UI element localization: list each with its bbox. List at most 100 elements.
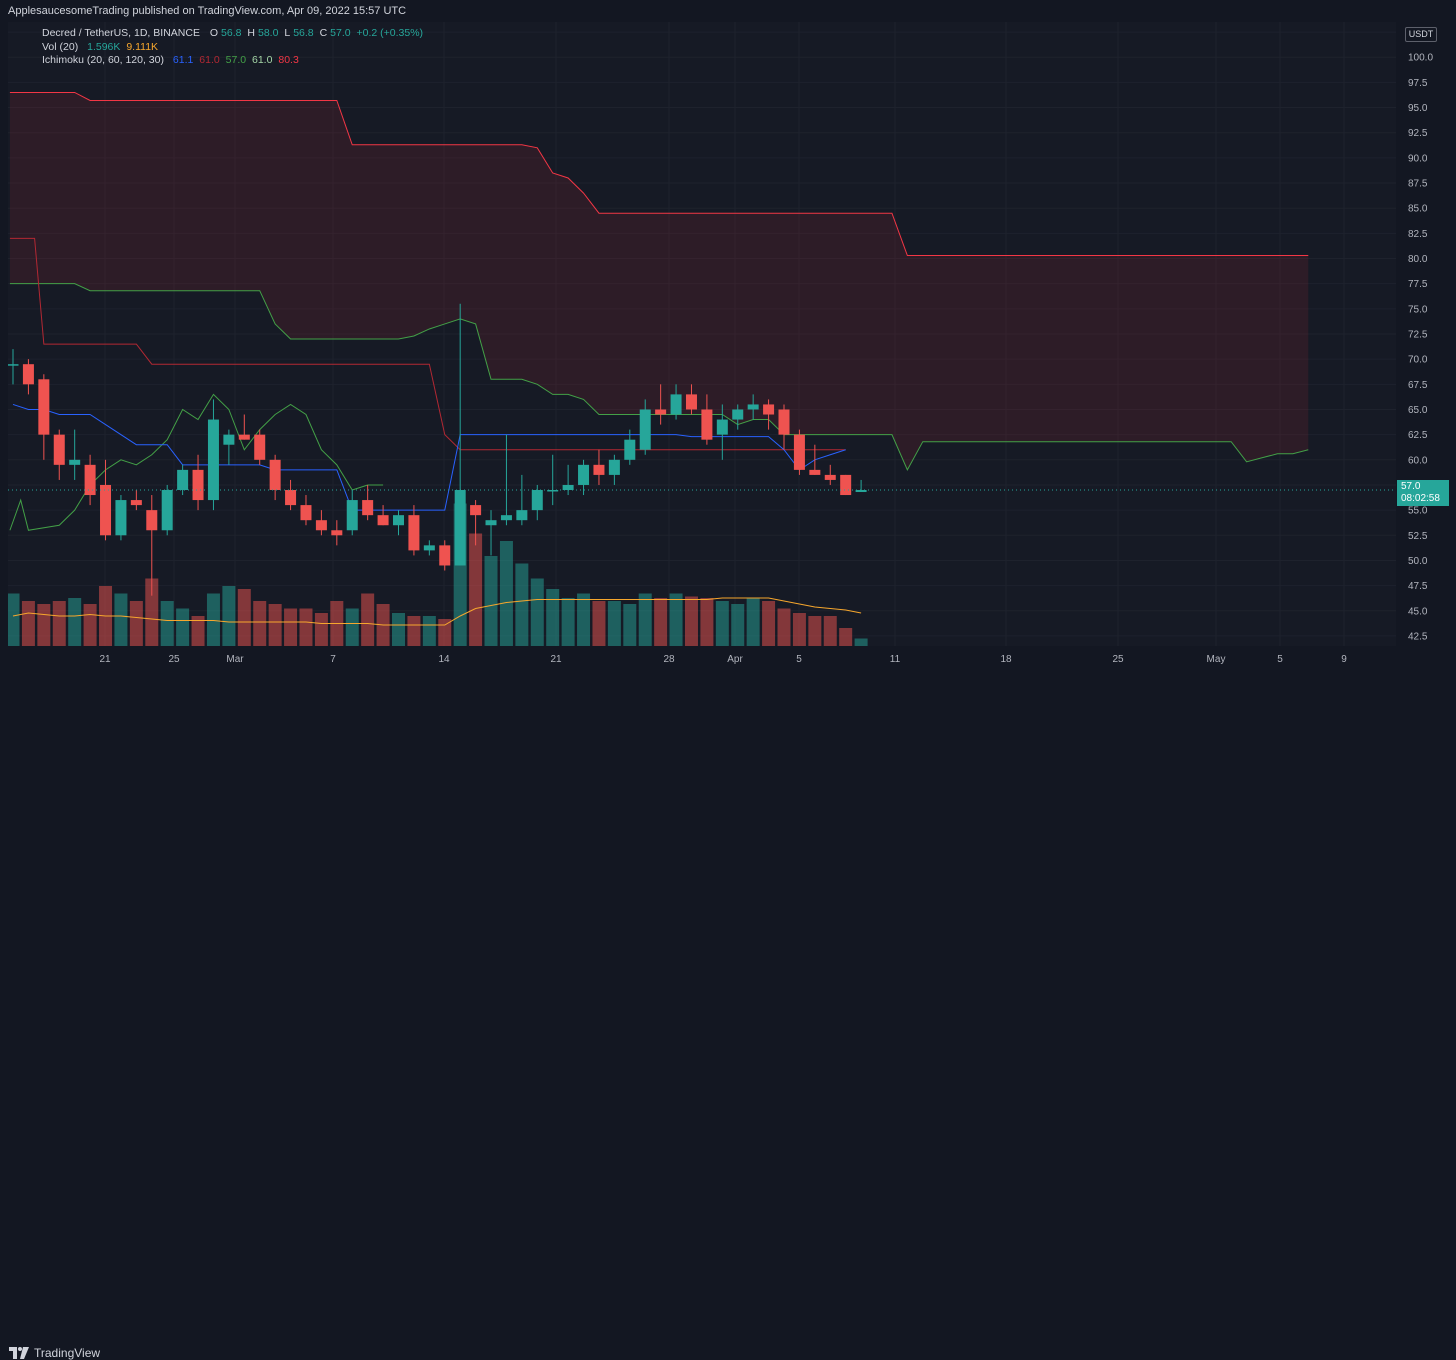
time-tick-label: 5 xyxy=(1277,654,1283,665)
volume-bar xyxy=(422,616,436,646)
time-axis[interactable]: 21 25 Mar 7 14 21 28 Apr 5 11 18 25 May 5 9 xyxy=(8,646,1396,670)
price-tick-label: 72.5 xyxy=(1408,330,1428,341)
price-tick-label: 85.0 xyxy=(1408,204,1428,215)
candle-body xyxy=(285,490,297,506)
conversion-line xyxy=(12,403,846,511)
price-tick-label: 82.5 xyxy=(1408,229,1428,240)
volume-bar xyxy=(176,608,190,646)
tradingview-brand: TradingView xyxy=(34,1346,101,1360)
candle-body xyxy=(393,515,404,526)
candle-body xyxy=(300,505,312,521)
candle-body xyxy=(53,434,65,465)
candle-body xyxy=(824,474,836,480)
time-tick-label: 25 xyxy=(168,654,180,665)
candle-body xyxy=(192,469,204,501)
candle-body xyxy=(7,364,19,366)
ichimoku-cloud xyxy=(9,92,1309,470)
candle-body xyxy=(608,459,620,475)
volume-bar xyxy=(438,619,452,646)
price-tick-label: 77.5 xyxy=(1408,279,1428,290)
candle-body xyxy=(855,490,867,493)
volume-bar xyxy=(469,533,483,646)
volume-bar xyxy=(823,616,837,646)
volume-bar xyxy=(206,593,220,646)
candle-body xyxy=(331,530,343,536)
time-tick-label: 9 xyxy=(1341,654,1347,665)
candle-body xyxy=(531,490,543,511)
candle-body xyxy=(38,379,50,435)
candle-body xyxy=(84,464,96,496)
candle-body xyxy=(22,364,34,385)
currency-label[interactable]: USDT xyxy=(1405,27,1437,42)
volume-bar xyxy=(792,613,806,646)
publish-text: ApplesaucesomeTrading published on Tradi… xyxy=(8,5,407,17)
price-tick-label: 60.0 xyxy=(1408,455,1428,466)
price-tick-label: 92.5 xyxy=(1408,128,1428,139)
footer: TradingView xyxy=(0,670,1456,1360)
candle-body xyxy=(793,434,805,470)
candle-body xyxy=(639,409,651,450)
legend-ichimoku-base: 61.0 xyxy=(199,54,220,66)
legend-close-value: 57.0 xyxy=(330,27,351,39)
chart-area[interactable] xyxy=(6,22,1396,646)
time-tick-label: 25 xyxy=(1112,654,1124,665)
volume-bar xyxy=(191,616,205,646)
legend-low-label: L xyxy=(284,27,291,39)
legend-ichimoku-span-a: 61.0 xyxy=(252,54,273,66)
candle-body xyxy=(362,500,374,516)
volume-bar xyxy=(114,593,128,646)
candle-body xyxy=(500,515,512,521)
candle-body xyxy=(408,515,420,551)
candle-body xyxy=(485,520,497,526)
candle-body xyxy=(207,419,219,501)
candle-body xyxy=(315,520,327,531)
candle-body xyxy=(809,469,821,475)
candle-body xyxy=(439,545,451,566)
candle-body xyxy=(115,500,127,536)
candle-body xyxy=(269,459,281,490)
legend-close-label: C xyxy=(319,27,328,39)
legend-ohlc: Decred / TetherUS, 1D, BINANCE O 56.8 H 58… xyxy=(42,27,426,39)
price-tick-label: 67.5 xyxy=(1408,380,1428,391)
volume-bar xyxy=(700,598,714,646)
volume-bar xyxy=(777,608,791,646)
price-tick-label: 87.5 xyxy=(1408,179,1428,190)
price-chart[interactable] xyxy=(6,22,1396,646)
lagging-span-line xyxy=(9,393,384,531)
time-tick-label: 7 xyxy=(330,654,336,665)
price-tick-label: 45.0 xyxy=(1408,606,1428,617)
volume-bar xyxy=(68,598,82,646)
last-price-value: 57.0 xyxy=(1401,481,1421,492)
price-tick-label: 47.5 xyxy=(1408,581,1428,592)
time-tick-label: 11 xyxy=(890,654,901,665)
volume-bar xyxy=(407,616,421,646)
candle-body xyxy=(578,464,590,485)
volume-bar xyxy=(160,601,174,646)
candle-body xyxy=(161,490,173,531)
volume-bar xyxy=(484,556,498,646)
volume-bar xyxy=(577,593,591,646)
candle-body xyxy=(146,510,158,531)
legend-high-value: 58.0 xyxy=(258,27,279,39)
candle-body xyxy=(377,515,389,526)
volume-ma-line xyxy=(12,597,862,626)
volume-bar xyxy=(715,601,729,646)
price-axis[interactable]: 102.5100.097.595.092.590.087.585.082.580… xyxy=(1396,22,1456,646)
candle-body xyxy=(130,500,142,506)
price-tick-label: 75.0 xyxy=(1408,304,1428,315)
legend-ichimoku-span-b: 80.3 xyxy=(278,54,299,66)
tradingview-logo-icon xyxy=(9,1347,29,1359)
legend-ichimoku-label: Ichimoku (20, 60, 120, 30) xyxy=(42,54,164,66)
candle-body xyxy=(670,394,682,415)
volume-bar xyxy=(52,601,66,646)
tradingview-logo[interactable]: TradingView xyxy=(9,1346,100,1360)
legend-volume-value: 1.596K xyxy=(87,41,121,53)
price-tick-label: 70.0 xyxy=(1408,355,1428,366)
time-tick-label: Mar xyxy=(226,654,244,665)
legend-symbol: Decred / TetherUS, 1D, BINANCE xyxy=(42,27,200,39)
legend-low-value: 56.8 xyxy=(293,27,314,39)
candle-body xyxy=(716,419,728,435)
candle-body xyxy=(593,464,605,475)
candle-body xyxy=(763,404,775,415)
volume-bar xyxy=(361,593,375,646)
